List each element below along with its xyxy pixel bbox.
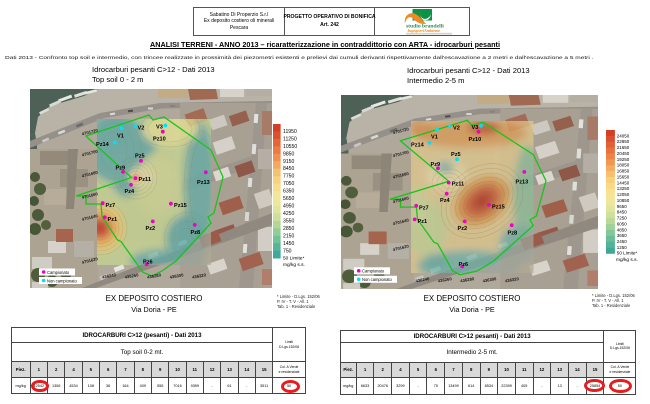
svg-text:4701640: 4701640	[81, 213, 99, 222]
svg-text:50 Limite*: 50 Limite*	[283, 255, 304, 261]
svg-text:20450: 20450	[616, 150, 629, 155]
svg-text:436260: 436260	[124, 272, 139, 279]
svg-text:7750: 7750	[283, 173, 294, 179]
svg-text:Pz15: Pz15	[492, 205, 505, 211]
svg-text:V2: V2	[138, 126, 145, 132]
svg-text:8450: 8450	[616, 209, 627, 214]
svg-text:4701720: 4701720	[392, 126, 410, 135]
svg-text:Pz11: Pz11	[139, 177, 151, 183]
svg-text:Pz7: Pz7	[106, 203, 116, 209]
svg-text:2150: 2150	[283, 233, 294, 239]
svg-text:9650: 9650	[616, 203, 627, 208]
svg-text:1250: 1250	[616, 245, 627, 250]
svg-text:Pz8: Pz8	[508, 231, 518, 237]
svg-text:1450: 1450	[283, 240, 294, 246]
svg-text:4701660: 4701660	[392, 195, 410, 204]
svg-text:11250: 11250	[283, 136, 297, 142]
svg-text:V1: V1	[431, 135, 438, 141]
svg-text:V3: V3	[472, 125, 479, 131]
svg-text:7050: 7050	[283, 181, 294, 187]
svg-text:10850: 10850	[616, 197, 629, 202]
svg-text:4701620: 4701620	[81, 256, 99, 265]
svg-text:436300: 436300	[482, 276, 497, 283]
svg-text:Pz10: Pz10	[153, 137, 166, 143]
svg-text:Pz1: Pz1	[418, 219, 428, 225]
svg-text:Non campionato: Non campionato	[362, 277, 393, 282]
svg-text:Pz4: Pz4	[125, 189, 136, 195]
svg-text:V3: V3	[156, 125, 163, 131]
svg-text:436240: 436240	[415, 276, 430, 283]
svg-text:9150: 9150	[283, 158, 294, 164]
svg-text:4701680: 4701680	[392, 171, 410, 180]
svg-text:4250: 4250	[283, 210, 294, 216]
svg-text:Pz15: Pz15	[174, 203, 187, 209]
svg-text:15650: 15650	[616, 174, 629, 179]
svg-text:21650: 21650	[616, 145, 629, 150]
svg-text:4701700: 4701700	[392, 149, 410, 158]
svg-text:22850: 22850	[616, 139, 629, 144]
svg-text:18050: 18050	[616, 162, 629, 167]
svg-text:Campionato: Campionato	[47, 270, 70, 275]
svg-text:436260: 436260	[437, 276, 452, 283]
svg-text:Pz10: Pz10	[469, 137, 482, 143]
svg-text:11950: 11950	[283, 128, 297, 134]
svg-text:4701680: 4701680	[81, 169, 99, 178]
svg-text:Pz4: Pz4	[440, 198, 451, 204]
svg-text:5650: 5650	[283, 196, 294, 202]
svg-text:12050: 12050	[616, 192, 629, 197]
svg-text:436320: 436320	[505, 276, 520, 283]
svg-text:Pz8: Pz8	[191, 230, 201, 236]
svg-text:2850: 2850	[283, 225, 294, 231]
svg-text:4701720: 4701720	[81, 127, 99, 136]
svg-text:2450: 2450	[616, 239, 627, 244]
svg-text:19250: 19250	[616, 156, 629, 161]
svg-text:16850: 16850	[616, 168, 629, 173]
svg-text:Pz2: Pz2	[146, 226, 156, 232]
svg-text:Pz13: Pz13	[516, 180, 529, 186]
svg-text:4701620: 4701620	[392, 243, 410, 252]
svg-text:Pz1: Pz1	[108, 217, 118, 223]
svg-text:4850: 4850	[616, 227, 627, 232]
svg-text:50 Limite*: 50 Limite*	[616, 250, 637, 255]
svg-text:14450: 14450	[616, 180, 629, 185]
svg-text:Pz14: Pz14	[96, 142, 110, 148]
svg-text:436320: 436320	[192, 272, 207, 279]
svg-text:24050: 24050	[616, 133, 629, 138]
svg-text:8450: 8450	[283, 166, 294, 172]
svg-text:436280: 436280	[147, 272, 162, 279]
svg-text:Pz7: Pz7	[419, 206, 429, 212]
svg-text:4701700: 4701700	[81, 148, 99, 157]
svg-text:3650: 3650	[616, 233, 627, 238]
svg-text:Pz5: Pz5	[451, 152, 461, 158]
svg-text:3550: 3550	[283, 218, 294, 224]
svg-text:Non campionato: Non campionato	[47, 278, 78, 283]
svg-text:436300: 436300	[169, 272, 184, 279]
svg-text:Campionato: Campionato	[362, 269, 385, 274]
svg-text:Pz9: Pz9	[431, 162, 441, 168]
svg-text:4950: 4950	[283, 203, 294, 209]
svg-text:Pz14: Pz14	[411, 142, 425, 148]
svg-text:V2: V2	[453, 126, 460, 132]
svg-text:6050: 6050	[616, 221, 627, 226]
svg-text:6350: 6350	[283, 188, 294, 194]
svg-text:4701660: 4701660	[81, 191, 99, 200]
svg-text:studio brandelli: studio brandelli	[406, 24, 444, 30]
svg-text:10550: 10550	[283, 143, 297, 149]
svg-text:IngegneriAmbiente: IngegneriAmbiente	[407, 28, 441, 33]
svg-text:4701640: 4701640	[392, 217, 410, 226]
svg-text:436280: 436280	[460, 276, 475, 283]
svg-text:Pz5: Pz5	[135, 154, 145, 160]
svg-text:Pz6: Pz6	[143, 260, 153, 266]
svg-text:13250: 13250	[616, 186, 629, 191]
svg-text:V1: V1	[117, 134, 124, 140]
svg-text:Pz9: Pz9	[116, 166, 126, 172]
svg-text:Pz11: Pz11	[452, 181, 464, 187]
svg-text:7250: 7250	[616, 215, 627, 220]
svg-text:9850: 9850	[283, 151, 294, 157]
svg-text:436240: 436240	[102, 272, 117, 279]
svg-text:Pz13: Pz13	[197, 180, 210, 186]
svg-text:Pz2: Pz2	[458, 226, 468, 232]
svg-text:750: 750	[283, 248, 292, 254]
svg-text:Pz6: Pz6	[459, 262, 469, 268]
